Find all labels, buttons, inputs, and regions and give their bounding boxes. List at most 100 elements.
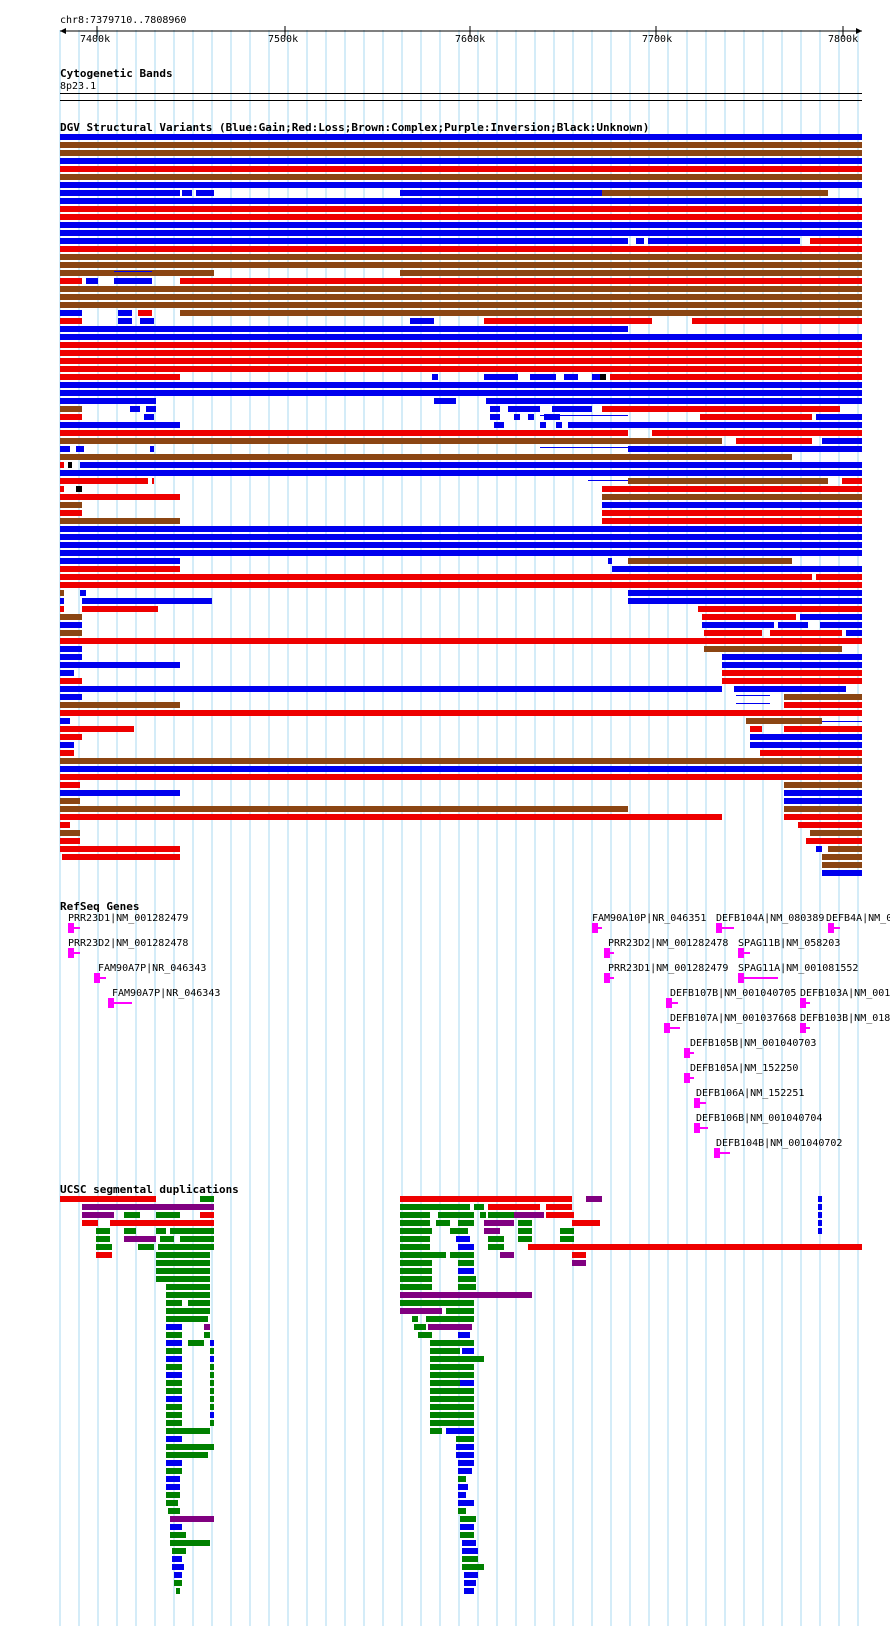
dgv-variant[interactable]	[400, 270, 862, 276]
segdup-feature[interactable]	[210, 1404, 214, 1410]
segdup-feature[interactable]	[158, 1244, 214, 1250]
dgv-variant[interactable]	[62, 854, 180, 860]
segdup-feature[interactable]	[170, 1540, 210, 1546]
dgv-variant[interactable]	[484, 374, 518, 380]
dgv-variant[interactable]	[60, 742, 74, 748]
segdup-feature[interactable]	[124, 1212, 140, 1218]
dgv-variant[interactable]	[60, 430, 628, 436]
dgv-variant[interactable]	[86, 278, 98, 284]
dgv-variant[interactable]	[822, 854, 862, 860]
dgv-variant[interactable]	[60, 406, 82, 412]
dgv-variant[interactable]	[602, 510, 862, 516]
gene-exon[interactable]	[664, 1023, 670, 1033]
dgv-variant[interactable]	[648, 238, 800, 244]
gene-exon[interactable]	[68, 923, 74, 933]
segdup-feature[interactable]	[174, 1572, 182, 1578]
segdup-feature[interactable]	[166, 1444, 214, 1450]
dgv-connector[interactable]	[736, 703, 770, 704]
segdup-feature[interactable]	[528, 1244, 862, 1250]
dgv-variant[interactable]	[60, 798, 80, 804]
segdup-feature[interactable]	[462, 1348, 474, 1354]
segdup-feature[interactable]	[414, 1324, 426, 1330]
segdup-feature[interactable]	[200, 1196, 214, 1202]
dgv-variant[interactable]	[602, 494, 862, 500]
segdup-feature[interactable]	[446, 1428, 474, 1434]
dgv-variant[interactable]	[82, 598, 212, 604]
dgv-variant[interactable]	[636, 238, 644, 244]
dgv-variant[interactable]	[806, 838, 862, 844]
dgv-variant[interactable]	[602, 190, 828, 196]
segdup-feature[interactable]	[464, 1572, 478, 1578]
segdup-feature[interactable]	[166, 1332, 182, 1338]
segdup-feature[interactable]	[430, 1412, 474, 1418]
dgv-variant[interactable]	[118, 318, 132, 324]
segdup-feature[interactable]	[204, 1324, 210, 1330]
segdup-feature[interactable]	[400, 1308, 442, 1314]
dgv-variant[interactable]	[60, 238, 628, 244]
segdup-feature[interactable]	[166, 1420, 182, 1426]
segdup-feature[interactable]	[460, 1516, 476, 1522]
segdup-feature[interactable]	[430, 1380, 460, 1386]
gene-exon[interactable]	[716, 923, 722, 933]
segdup-feature[interactable]	[818, 1196, 822, 1202]
segdup-feature[interactable]	[430, 1404, 474, 1410]
dgv-variant[interactable]	[60, 182, 862, 188]
segdup-feature[interactable]	[458, 1460, 474, 1466]
dgv-variant[interactable]	[784, 726, 862, 732]
segdup-feature[interactable]	[458, 1268, 474, 1274]
segdup-feature[interactable]	[160, 1236, 174, 1242]
segdup-feature[interactable]	[82, 1204, 214, 1210]
dgv-variant[interactable]	[60, 502, 82, 508]
gene-label[interactable]: FAM90A7P|NR_046343	[98, 963, 207, 974]
dgv-variant[interactable]	[410, 318, 434, 324]
gene-exon[interactable]	[800, 1023, 806, 1033]
dgv-variant[interactable]	[60, 774, 862, 780]
segdup-feature[interactable]	[458, 1260, 474, 1266]
segdup-feature[interactable]	[460, 1380, 474, 1386]
segdup-feature[interactable]	[174, 1580, 182, 1586]
dgv-variant[interactable]	[60, 838, 80, 844]
dgv-variant[interactable]	[628, 478, 828, 484]
dgv-variant[interactable]	[60, 350, 862, 356]
segdup-feature[interactable]	[166, 1468, 182, 1474]
dgv-variant[interactable]	[822, 870, 862, 876]
gene-line[interactable]	[694, 1102, 706, 1104]
dgv-variant[interactable]	[784, 790, 862, 796]
segdup-feature[interactable]	[210, 1340, 214, 1346]
dgv-variant[interactable]	[60, 814, 722, 820]
dgv-variant[interactable]	[60, 254, 862, 260]
gene-line[interactable]	[714, 1152, 730, 1154]
segdup-feature[interactable]	[166, 1404, 182, 1410]
segdup-feature[interactable]	[166, 1372, 182, 1378]
segdup-feature[interactable]	[166, 1428, 210, 1434]
dgv-variant[interactable]	[60, 414, 82, 420]
gene-exon[interactable]	[738, 973, 744, 983]
dgv-variant[interactable]	[784, 814, 862, 820]
dgv-variant[interactable]	[60, 550, 862, 556]
segdup-feature[interactable]	[172, 1556, 182, 1562]
segdup-feature[interactable]	[400, 1228, 432, 1234]
dgv-variant[interactable]	[490, 406, 500, 412]
dgv-variant[interactable]	[484, 318, 652, 324]
segdup-feature[interactable]	[172, 1564, 184, 1570]
gene-exon[interactable]	[592, 923, 598, 933]
segdup-feature[interactable]	[458, 1476, 466, 1482]
dgv-variant[interactable]	[60, 574, 812, 580]
dgv-variant[interactable]	[816, 414, 862, 420]
segdup-feature[interactable]	[96, 1252, 112, 1258]
segdup-feature[interactable]	[450, 1252, 474, 1258]
dgv-variant[interactable]	[150, 446, 154, 452]
segdup-feature[interactable]	[210, 1364, 214, 1370]
segdup-feature[interactable]	[180, 1236, 214, 1242]
segdup-feature[interactable]	[456, 1436, 474, 1442]
segdup-feature[interactable]	[462, 1548, 478, 1554]
gene-exon[interactable]	[604, 948, 610, 958]
segdup-feature[interactable]	[412, 1316, 418, 1322]
segdup-feature[interactable]	[400, 1244, 430, 1250]
dgv-variant[interactable]	[60, 190, 180, 196]
dgv-connector[interactable]	[540, 447, 628, 448]
dgv-variant[interactable]	[60, 142, 862, 148]
segdup-feature[interactable]	[480, 1212, 486, 1218]
dgv-variant[interactable]	[60, 166, 862, 172]
segdup-feature[interactable]	[170, 1516, 214, 1522]
